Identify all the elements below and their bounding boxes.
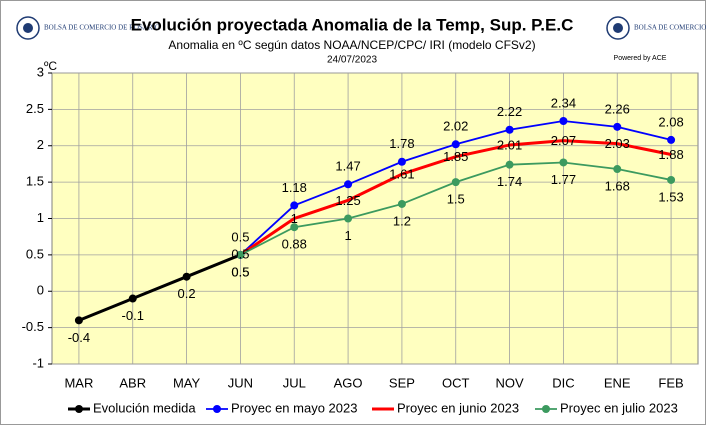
series-point xyxy=(559,117,568,126)
series-point xyxy=(451,140,460,149)
series-point xyxy=(182,272,191,281)
y-tick-label: -1 xyxy=(32,355,44,370)
data-label: 0.5 xyxy=(231,246,249,261)
data-label: 1 xyxy=(344,228,351,243)
y-tick-label: 0.5 xyxy=(26,246,44,261)
y-unit: ºC xyxy=(44,59,57,73)
y-tick-label: -0.5 xyxy=(22,319,44,334)
y-tick-label: 2.5 xyxy=(26,101,44,116)
data-label: -0.1 xyxy=(122,308,144,323)
data-label: 2.26 xyxy=(605,101,630,116)
data-label: 2.08 xyxy=(658,114,683,129)
x-tick-label: DIC xyxy=(552,375,574,390)
legend-label: Proyec en junio 2023 xyxy=(397,400,519,415)
series-point xyxy=(344,180,353,189)
data-label: 0.5 xyxy=(231,264,249,279)
data-label: 0.5 xyxy=(231,229,249,244)
data-label: 0.88 xyxy=(282,237,307,252)
y-tick-label: 3 xyxy=(37,64,44,79)
series-point xyxy=(613,122,622,131)
y-tick-label: 2 xyxy=(37,137,44,152)
legend-label: Proyec en mayo 2023 xyxy=(231,400,357,415)
data-label: 1.18 xyxy=(282,180,307,195)
data-label: 1.88 xyxy=(658,147,683,162)
logo-left: BOLSA DE COMERCIO DE ROSARIO xyxy=(16,16,160,40)
series-point xyxy=(74,316,83,325)
data-label: 1.5 xyxy=(447,192,465,207)
powered-by: Powered by ACE xyxy=(614,55,667,62)
series-point xyxy=(667,175,676,184)
x-tick-label: ABR xyxy=(119,375,146,390)
data-label: 1.61 xyxy=(389,167,414,182)
y-tick-label: 1 xyxy=(37,210,44,225)
chart-title: Evolución proyectada Anomalia de la Temp… xyxy=(131,15,574,34)
data-label: 1.2 xyxy=(393,213,411,228)
series-point xyxy=(613,165,622,174)
data-label: 2.02 xyxy=(443,119,468,134)
series-point xyxy=(451,178,460,187)
x-tick-label: OCT xyxy=(442,375,470,390)
chart-subtitle: Anomalia en ºC según datos NOAA/NCEP/CPC… xyxy=(168,38,535,52)
data-label: 1 xyxy=(291,211,298,226)
logo-right: BOLSA DE COMERCIO DE ROSARIO xyxy=(606,16,706,40)
y-tick-label: 0 xyxy=(37,283,44,298)
legend-marker xyxy=(75,405,83,413)
x-tick-label: SEP xyxy=(389,375,415,390)
data-label: 2.03 xyxy=(605,136,630,151)
logo-text: BOLSA DE COMERCIO DE ROSARIO xyxy=(44,24,160,32)
legend-marker xyxy=(213,405,221,413)
x-tick-label: JUN xyxy=(228,375,253,390)
data-label: 0.2 xyxy=(178,286,196,301)
series-line xyxy=(239,139,672,257)
data-label: 1.78 xyxy=(389,136,414,151)
series-point xyxy=(290,201,299,210)
series-line xyxy=(78,253,241,322)
data-label: 1.68 xyxy=(605,178,630,193)
data-label: -0.4 xyxy=(68,330,90,345)
legend-label: Proyec en julio 2023 xyxy=(560,400,678,415)
data-label: 1.47 xyxy=(335,159,360,174)
x-tick-label: MAR xyxy=(64,375,93,390)
data-label: 1.77 xyxy=(551,172,576,187)
x-tick-label: FEB xyxy=(658,375,683,390)
data-label: 2.34 xyxy=(551,95,576,110)
chart-date: 24/07/2023 xyxy=(327,55,377,66)
series-point xyxy=(559,158,568,167)
series-point xyxy=(290,223,299,232)
data-label: 1.53 xyxy=(658,189,683,204)
x-tick-label: AGO xyxy=(334,375,363,390)
logo-text: BOLSA DE COMERCIO DE ROSARIO xyxy=(634,24,706,32)
y-tick-label: 1.5 xyxy=(26,174,44,189)
data-label: 1.25 xyxy=(335,193,360,208)
series-point xyxy=(505,160,514,169)
x-tick-label: ENE xyxy=(604,375,631,390)
data-label: 1.74 xyxy=(497,174,522,189)
data-label: 2.01 xyxy=(497,137,522,152)
series-point xyxy=(236,250,245,259)
series-point xyxy=(397,199,406,208)
data-label: 2.22 xyxy=(497,104,522,119)
series-point xyxy=(344,214,353,223)
data-label: 2.07 xyxy=(551,133,576,148)
legend-marker xyxy=(542,405,550,413)
data-label: 0.5 xyxy=(231,264,249,279)
series-point xyxy=(667,135,676,144)
x-tick-label: MAY xyxy=(173,375,201,390)
x-tick-label: NOV xyxy=(495,375,524,390)
legend-label: Evolución medida xyxy=(93,400,196,415)
series-point xyxy=(128,294,137,303)
data-label: 1.85 xyxy=(443,149,468,164)
series-point xyxy=(505,125,514,134)
x-tick-label: JUL xyxy=(283,375,306,390)
series-point xyxy=(397,157,406,166)
